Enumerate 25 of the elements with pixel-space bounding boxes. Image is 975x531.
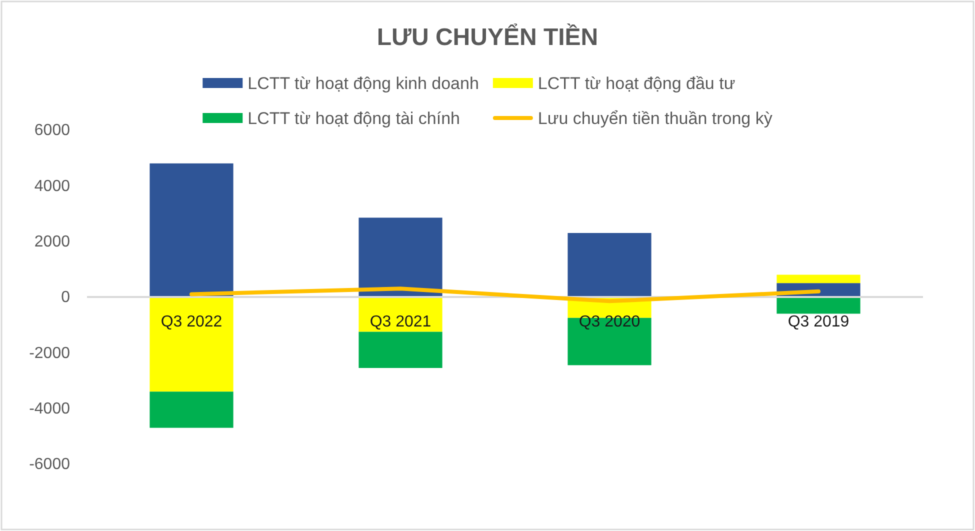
bar	[776, 274, 860, 284]
y-tick-label: -4000	[29, 400, 70, 418]
line-series	[190, 286, 820, 304]
bar	[358, 218, 442, 297]
x-tick-label: Q3 2019	[788, 313, 850, 330]
y-tick-label: 6000	[34, 122, 70, 140]
y-tick-label: 2000	[34, 233, 70, 250]
bar	[150, 297, 234, 392]
legend-label: LCTT từ hoạt động tài chính	[248, 108, 460, 128]
bar	[358, 332, 442, 368]
chart-title: LƯU CHUYỂN TIỀN	[376, 23, 598, 51]
legend-label: LCTT từ hoạt động kinh doanh	[248, 74, 479, 93]
legend-label: Lưu chuyển tiền thuần trong kỳ	[538, 108, 773, 128]
bar	[150, 163, 234, 297]
x-tick-label: Q3 2021	[370, 313, 432, 330]
x-tick-label: Q3 2020	[578, 313, 640, 330]
y-tick-label: 4000	[34, 178, 70, 195]
y-tick-label: -2000	[29, 344, 70, 362]
y-tick-label: 0	[61, 289, 70, 306]
bar	[568, 232, 652, 297]
y-tick-label: -6000	[29, 456, 70, 474]
bar	[150, 392, 234, 428]
legend-label: LCTT từ hoạt động đầu tư	[538, 74, 736, 93]
bar	[776, 297, 860, 314]
x-tick-label: Q3 2022	[160, 313, 222, 330]
